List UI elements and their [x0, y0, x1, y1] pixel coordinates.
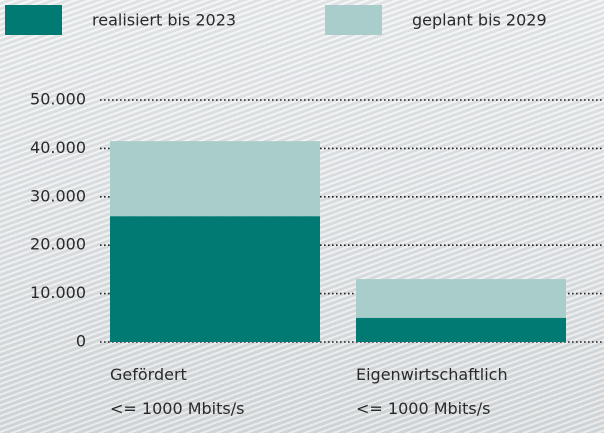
y-tick-label: 10.000 — [30, 283, 86, 302]
legend-label: realisiert bis 2023 — [92, 11, 236, 30]
y-tick-label: 50.000 — [30, 90, 86, 109]
chart-canvas: realisiert bis 2023 geplant bis 2029 0 10.0… — [0, 0, 604, 433]
x-tick-label: Gefördert <= 1000 Mbits/s — [110, 358, 244, 426]
chart: realisiert bis 2023 geplant bis 2029 0 10.0… — [0, 0, 604, 433]
legend-label: geplant bis 2029 — [412, 11, 547, 30]
legend-swatch — [325, 5, 382, 35]
y-tick-label: 0 — [76, 332, 86, 351]
y-tick-label: 30.000 — [30, 186, 86, 205]
y-tick-label: 20.000 — [30, 235, 86, 254]
y-tick-label: 40.000 — [30, 138, 86, 157]
x-tick-label: Eigenwirtschaftlich <= 1000 Mbits/s — [356, 358, 508, 426]
legend-swatch — [5, 5, 62, 35]
bar-segment — [110, 216, 320, 342]
bar-segment — [356, 279, 566, 318]
bar-segment — [356, 318, 566, 342]
bar-segment — [110, 141, 320, 216]
